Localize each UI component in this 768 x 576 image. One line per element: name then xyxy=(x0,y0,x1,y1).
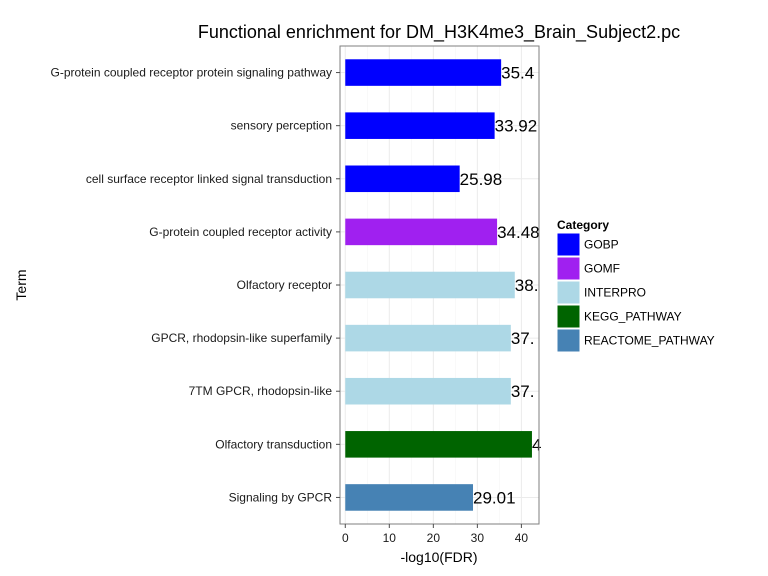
bar xyxy=(345,271,515,299)
data-label: 29.01 xyxy=(473,488,516,507)
legend-key xyxy=(556,304,581,329)
legend-label: GOMF xyxy=(584,262,620,276)
y-axis-ticks: G-protein coupled receptor protein signa… xyxy=(50,66,340,504)
legend-label: REACTOME_PATHWAY xyxy=(584,334,715,348)
y-tick-label: G-protein coupled receptor activity xyxy=(149,225,332,239)
data-label: 34.48 xyxy=(497,223,540,242)
data-label: 35.4 xyxy=(501,64,534,83)
legend-label: INTERPRO xyxy=(584,286,646,300)
y-tick-label: sensory perception xyxy=(231,119,332,133)
legend-label: KEGG_PATHWAY xyxy=(584,310,682,324)
y-axis-title: Term xyxy=(13,269,29,300)
chart-title: Functional enrichment for DM_H3K4me3_Bra… xyxy=(198,22,680,43)
x-tick-label: 10 xyxy=(383,531,397,545)
legend-key xyxy=(556,328,581,353)
bar xyxy=(345,484,474,511)
x-tick-label: 40 xyxy=(515,531,529,545)
x-axis-ticks: 0 10 20 30 40 xyxy=(342,524,528,545)
data-label: 38. xyxy=(515,276,539,295)
bar xyxy=(345,218,498,246)
bars-group xyxy=(345,59,532,511)
bar xyxy=(345,324,511,352)
x-tick-label: 20 xyxy=(427,531,441,545)
legend-key xyxy=(556,280,581,305)
y-tick-label: cell surface receptor linked signal tran… xyxy=(86,172,332,186)
data-label: 37. xyxy=(511,329,535,348)
data-label: 33.92 xyxy=(495,117,538,136)
y-tick-label: Olfactory receptor xyxy=(237,278,332,292)
bar xyxy=(345,59,502,86)
legend-key xyxy=(556,232,581,257)
legend-label: GOBP xyxy=(584,238,619,252)
legend-key xyxy=(556,256,581,281)
x-axis-title: -log10(FDR) xyxy=(400,549,477,565)
x-tick-label: 0 xyxy=(342,531,349,545)
y-tick-label: Olfactory transduction xyxy=(215,437,332,451)
bar xyxy=(345,377,511,405)
legend-title: Category xyxy=(557,218,609,232)
y-tick-label: GPCR, rhodopsin-like superfamily xyxy=(151,331,332,345)
y-tick-label: G-protein coupled receptor protein signa… xyxy=(50,66,332,80)
bar xyxy=(345,431,532,458)
x-tick-label: 30 xyxy=(471,531,485,545)
data-labels-group: 35.4 33.92 25.98 34.48 38. 37. 37. 4 29.01 xyxy=(460,64,542,508)
data-label: 4 xyxy=(532,435,541,454)
y-tick-label: Signaling by GPCR xyxy=(229,490,333,504)
bar xyxy=(345,112,495,139)
y-tick-label: 7TM GPCR, rhodopsin-like xyxy=(189,384,333,398)
legend: Category GOBP GOMF INTERPRO KEGG_PATHWAY REA… xyxy=(556,218,715,353)
data-label: 25.98 xyxy=(460,170,503,189)
data-label: 37. xyxy=(511,382,535,401)
bar xyxy=(345,165,460,193)
